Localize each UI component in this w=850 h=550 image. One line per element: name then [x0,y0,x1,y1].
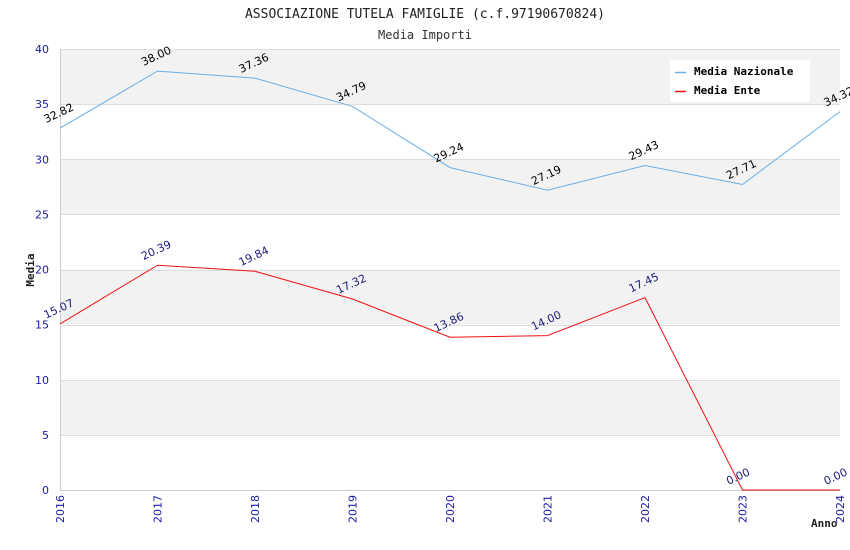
y-axis-label: Media [24,253,37,286]
x-tick-label: 2016 [54,495,67,523]
legend-label-media-ente: Media Ente [694,84,761,97]
y-tick-label: 20 [35,264,49,277]
x-tick-label: 2018 [249,495,262,523]
y-tick-label: 10 [35,374,49,387]
chart-subtitle: Media Importi [378,28,472,42]
x-tick-label: 2023 [737,495,750,523]
y-tick-label: 0 [42,484,49,497]
x-tick-label: 2020 [444,495,457,523]
y-tick-label: 40 [35,43,49,56]
y-tick-label: 30 [35,153,49,166]
y-tick-label: 5 [42,429,49,442]
series-lines [59,70,841,491]
y-tick-label: 35 [35,98,49,111]
x-tick-label: 2019 [347,495,360,523]
x-tick-label: 2017 [152,495,165,523]
grid-band [60,434,840,490]
y-tick-label: 25 [35,208,49,221]
series-line [59,264,840,491]
chart-title: ASSOCIAZIONE TUTELA FAMIGLIE (c.f.971906… [245,7,605,22]
y-tick-label: 15 [35,319,49,332]
x-axis-label: Anno [811,517,838,530]
grid-band [60,214,840,270]
grid-band [60,104,840,160]
x-tick-labels: 2016 2017 2018 2019 2020 2021 2022 2023 2024 [54,495,847,523]
grid-band [60,379,840,435]
legend-box [670,60,810,102]
x-tick-label: 2022 [639,495,652,523]
grid-bands [60,49,840,490]
grid-band [60,324,840,380]
x-tick-label: 2024 [834,495,847,523]
grid-band [60,159,840,215]
y-tick-labels: 0 5 10 15 20 25 30 35 40 [35,43,49,497]
grid-band [60,269,840,325]
series-line [59,70,841,191]
legend: Media Nazionale Media Ente [670,60,810,102]
x-tick-label: 2021 [542,495,555,523]
legend-label-media-nazionale: Media Nazionale [694,65,794,78]
